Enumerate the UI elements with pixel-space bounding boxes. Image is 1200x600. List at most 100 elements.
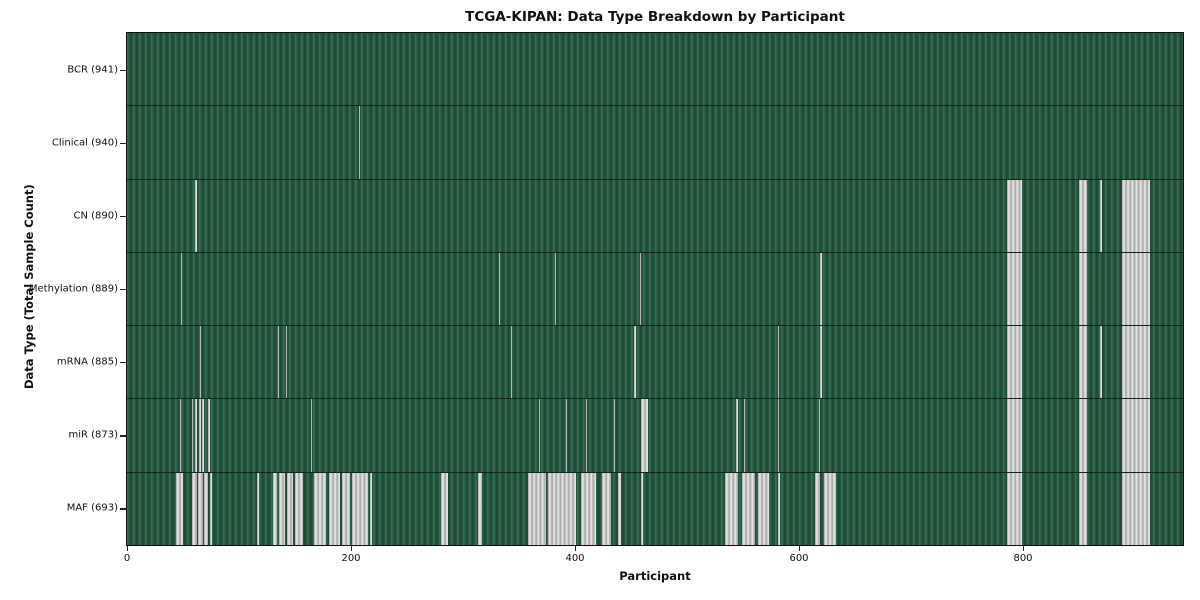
heatmap-row-cn bbox=[127, 179, 1183, 253]
ytick-label-bcr: BCR (941) bbox=[67, 64, 118, 76]
ytick-mark bbox=[120, 362, 126, 364]
absent-stripe bbox=[539, 399, 541, 472]
absent-stripe bbox=[272, 472, 278, 545]
absent-stripe bbox=[1121, 252, 1150, 326]
absent-stripe bbox=[528, 472, 546, 545]
absent-stripe bbox=[1079, 179, 1087, 252]
absent-stripe bbox=[358, 106, 361, 179]
xtick-mark bbox=[1023, 546, 1025, 551]
absent-stripe bbox=[176, 472, 183, 545]
absent-stripe bbox=[777, 472, 780, 545]
absent-stripe bbox=[1079, 252, 1087, 326]
heatmap-row-methylation bbox=[127, 252, 1183, 327]
absent-stripe bbox=[777, 399, 779, 472]
absent-stripe bbox=[1121, 399, 1150, 472]
absent-stripe bbox=[741, 472, 756, 545]
absent-stripe bbox=[1007, 252, 1022, 326]
ytick-mark bbox=[120, 435, 126, 437]
absent-stripe bbox=[370, 472, 373, 545]
xtick-label-400: 400 bbox=[565, 553, 585, 564]
absent-stripe bbox=[278, 326, 280, 399]
absent-stripe bbox=[1121, 179, 1150, 252]
ytick-label-maf: MAF (693) bbox=[66, 502, 118, 514]
absent-stripe bbox=[204, 472, 208, 545]
ytick-mark bbox=[120, 215, 126, 218]
xtick-label-800: 800 bbox=[1013, 553, 1033, 564]
absent-stripe bbox=[179, 399, 181, 472]
absent-stripe bbox=[641, 399, 648, 472]
ytick-label-methylation: Methylation (889) bbox=[28, 283, 118, 295]
absent-stripe bbox=[1079, 399, 1087, 472]
absent-stripe bbox=[180, 252, 183, 326]
absent-stripe bbox=[1007, 326, 1022, 399]
absent-stripe bbox=[820, 252, 822, 326]
absent-stripe bbox=[310, 399, 312, 472]
absent-stripe bbox=[192, 399, 194, 472]
absent-stripe bbox=[477, 472, 483, 545]
absent-stripe bbox=[819, 399, 821, 472]
absent-stripe bbox=[640, 252, 642, 326]
absent-stripe bbox=[197, 472, 204, 545]
absent-stripe bbox=[192, 472, 197, 545]
absent-stripe bbox=[554, 252, 557, 326]
absent-stripe bbox=[1007, 399, 1022, 472]
absent-stripe bbox=[614, 399, 616, 472]
heatmap-row-maf bbox=[127, 472, 1183, 545]
xtick-mark bbox=[351, 546, 353, 551]
xtick-label-200: 200 bbox=[341, 553, 361, 564]
xtick-mark bbox=[799, 546, 801, 551]
absent-stripe bbox=[586, 399, 588, 472]
ytick-mark bbox=[120, 508, 126, 510]
absent-stripe bbox=[725, 472, 739, 545]
absent-stripe bbox=[1079, 326, 1087, 399]
absent-stripe bbox=[1100, 179, 1102, 252]
absent-stripe bbox=[498, 252, 501, 326]
absent-stripe bbox=[295, 472, 303, 545]
absent-stripe bbox=[1079, 472, 1087, 545]
absent-stripe bbox=[1007, 472, 1022, 545]
absent-stripe bbox=[207, 399, 210, 472]
absent-stripe bbox=[566, 399, 568, 472]
absent-stripe bbox=[1100, 326, 1102, 399]
absent-stripe bbox=[256, 472, 260, 545]
absent-stripe bbox=[814, 472, 821, 545]
absent-stripe bbox=[601, 472, 611, 545]
chart-title: TCGA-KIPAN: Data Type Breakdown by Parti… bbox=[465, 9, 845, 25]
xtick-mark bbox=[127, 546, 129, 551]
absent-stripe bbox=[634, 326, 636, 399]
absent-stripe bbox=[286, 326, 288, 399]
absent-stripe bbox=[1007, 179, 1022, 252]
absent-stripe bbox=[198, 399, 201, 472]
ytick-label-cn: CN (890) bbox=[73, 210, 118, 222]
absent-stripe bbox=[580, 472, 597, 545]
absent-stripe bbox=[823, 472, 836, 545]
ytick-label-mir: miR (873) bbox=[68, 429, 118, 441]
absent-stripe bbox=[314, 472, 327, 545]
heatmap-row-bcr bbox=[127, 33, 1183, 107]
absent-stripe bbox=[744, 399, 746, 472]
heatmap-row-clinical bbox=[127, 106, 1183, 180]
absent-stripe bbox=[1121, 326, 1150, 399]
absent-stripe bbox=[820, 326, 822, 399]
x-axis-label: Participant bbox=[619, 569, 691, 583]
absent-stripe bbox=[440, 472, 449, 545]
absent-stripe bbox=[342, 472, 350, 545]
absent-stripe bbox=[617, 472, 621, 545]
absent-stripe bbox=[777, 326, 779, 399]
absent-stripe bbox=[757, 472, 769, 545]
absent-stripe bbox=[352, 472, 368, 545]
ytick-mark bbox=[120, 289, 126, 291]
absent-stripe bbox=[199, 326, 202, 399]
heatmap-row-mir bbox=[127, 399, 1183, 473]
absent-stripe bbox=[1121, 472, 1150, 545]
heatmap-row-mrna bbox=[127, 326, 1183, 400]
absent-stripe bbox=[736, 399, 738, 472]
xtick-label-0: 0 bbox=[123, 553, 131, 564]
ytick-mark bbox=[120, 69, 126, 71]
ytick-mark bbox=[120, 142, 126, 144]
absent-stripe bbox=[209, 472, 213, 545]
ytick-label-mrna: mRNA (885) bbox=[56, 356, 118, 368]
absent-stripe bbox=[195, 399, 198, 472]
absent-stripe bbox=[511, 326, 513, 399]
